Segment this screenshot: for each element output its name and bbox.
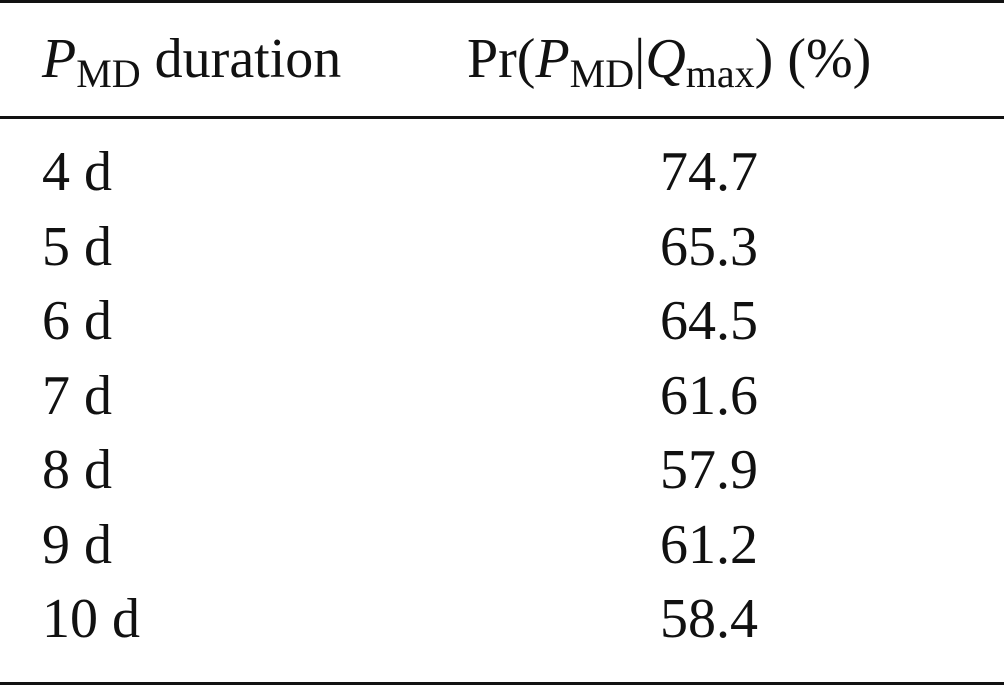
probability-cell: 57.9: [660, 439, 758, 501]
header-probability-suffix: ) (%): [754, 28, 872, 90]
probability-cell: 74.7: [660, 141, 758, 203]
header-duration-symbol: P: [42, 28, 77, 90]
duration-cell: 9 d: [42, 513, 112, 576]
table-row: 8 d 57.9: [0, 438, 1004, 513]
top-rule: [0, 0, 1004, 3]
table-row: 9 d 61.2: [0, 513, 1004, 588]
header-probability-bar: |: [634, 28, 646, 90]
duration-cell: 7 d: [42, 364, 112, 427]
probability-cell: 61.6: [660, 364, 758, 427]
probability-cell: 65.3: [660, 215, 758, 278]
header-probability-prefix: Pr(: [467, 28, 536, 90]
header-duration: PMD duration: [42, 27, 342, 94]
table-body: 4 d 74.7 5 d 65.3 6 d 64.5 7 d 61.6 8 d …: [0, 140, 1004, 662]
probability-cell: 64.5: [660, 290, 758, 352]
table-header: PMD duration Pr(PMD|Qmax) (%): [0, 0, 1004, 116]
duration-cell: 6 d: [42, 290, 112, 352]
duration-cell: 5 d: [42, 215, 112, 278]
header-duration-text: duration: [140, 28, 342, 90]
duration-cell: 10 d: [42, 588, 140, 650]
header-probability: Pr(PMD|Qmax) (%): [467, 27, 872, 94]
header-rule: [0, 116, 1004, 119]
header-probability-symbol-q: Q: [645, 28, 686, 90]
table-row: 7 d 61.6: [0, 364, 1004, 439]
header-duration-subscript: MD: [76, 51, 141, 96]
table-row: 10 d 58.4: [0, 587, 1004, 662]
probability-cell: 58.4: [660, 588, 758, 650]
table-row: 5 d 65.3: [0, 215, 1004, 290]
header-probability-symbol-p: P: [535, 28, 570, 90]
duration-cell: 4 d: [42, 141, 112, 203]
header-probability-sub-md: MD: [569, 51, 635, 96]
bottom-rule: [0, 682, 1004, 685]
table-row: 6 d 64.5: [0, 289, 1004, 364]
table-row: 4 d 74.7: [0, 140, 1004, 215]
duration-cell: 8 d: [42, 439, 112, 501]
header-probability-sub-max: max: [685, 51, 755, 96]
probability-cell: 61.2: [660, 513, 758, 576]
